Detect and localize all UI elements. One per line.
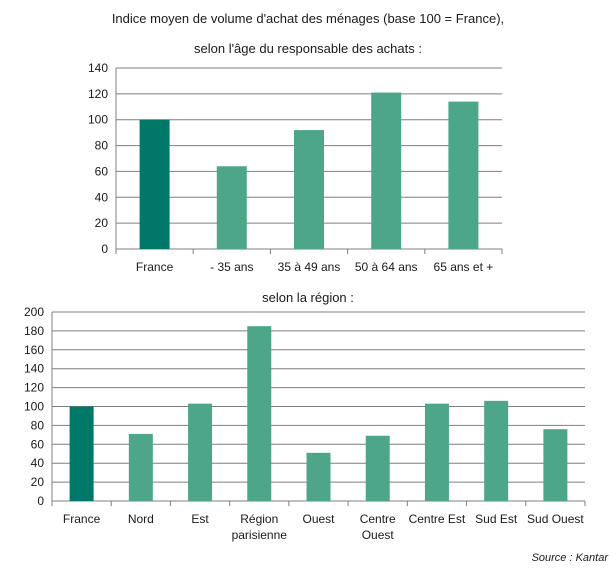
chart1-bar xyxy=(69,406,94,501)
chart1-category-label: Nord xyxy=(128,512,154,526)
chart1-category-label: Région xyxy=(240,512,278,526)
chart1-ytick-label: 40 xyxy=(31,456,45,470)
source-note: Source : Kantar xyxy=(531,552,608,564)
chart0-bar xyxy=(371,92,402,249)
chart0-ytick-label: 80 xyxy=(95,139,109,153)
chart0-bar xyxy=(294,130,324,249)
chart1-ytick-label: 60 xyxy=(31,437,45,451)
chart0-ytick-label: 100 xyxy=(88,113,108,127)
chart1-category-label: Ouest xyxy=(302,512,335,526)
chart1-bar xyxy=(543,429,568,501)
chart1-category-label: Centre xyxy=(360,512,396,526)
chart2-title: selon la région : xyxy=(262,290,354,305)
chart1-category-label: Sud Ouest xyxy=(527,512,584,526)
chart1-bar xyxy=(128,433,153,501)
chart-main-title: Indice moyen de volume d'achat des ménag… xyxy=(111,11,505,26)
chart0-ytick-label: 40 xyxy=(95,190,109,204)
chart1-ytick-label: 20 xyxy=(31,475,45,489)
chart0-category-label: 35 à 49 ans xyxy=(278,260,341,274)
chart1-bar xyxy=(365,435,390,501)
age-bar-chart: 0 20 40 60 80 100 120 140 France - 35 ans 35 à 49 … xyxy=(88,61,503,274)
chart1-ytick-label: 100 xyxy=(24,400,44,414)
chart1-category-label: Est xyxy=(191,512,209,526)
chart1-category-label: parisienne xyxy=(232,528,288,542)
chart1-ytick-label: 120 xyxy=(24,381,44,395)
chart0-bar xyxy=(216,166,247,249)
chart1-category-label: France xyxy=(63,512,101,526)
chart0-ytick-label: 120 xyxy=(88,87,108,101)
chart0-bar xyxy=(139,119,170,249)
chart1-category-label: Centre Est xyxy=(409,512,466,526)
chart0-ytick-label: 20 xyxy=(95,216,109,230)
chart1-bar xyxy=(484,400,509,501)
chart0-ytick-label: 0 xyxy=(101,242,108,256)
chart0-ytick-label: 60 xyxy=(95,164,109,178)
chart1-title: selon l'âge du responsable des achats : xyxy=(194,41,422,56)
chart0-ytick-label: 140 xyxy=(88,61,108,75)
chart1-bar xyxy=(306,452,331,501)
chart1-ytick-label: 80 xyxy=(31,418,45,432)
chart1-ytick-label: 200 xyxy=(24,305,44,319)
chart0-category-label: 65 ans et + xyxy=(434,260,494,274)
chart1-bar xyxy=(188,403,213,501)
chart1-ytick-label: 160 xyxy=(24,343,44,357)
chart1-bar xyxy=(424,403,449,501)
chart0-category-label: France xyxy=(136,260,174,274)
chart1-category-label: Ouest xyxy=(362,528,395,542)
chart0-category-label: - 35 ans xyxy=(210,260,253,274)
chart1-bar xyxy=(247,326,272,501)
chart0-category-label: 50 à 64 ans xyxy=(355,260,418,274)
chart1-category-label: Sud Est xyxy=(475,512,518,526)
chart1-ytick-label: 0 xyxy=(37,494,44,508)
chart1-ytick-label: 140 xyxy=(24,362,44,376)
chart1-ytick-label: 180 xyxy=(24,324,44,338)
chart0-bar xyxy=(448,101,479,249)
